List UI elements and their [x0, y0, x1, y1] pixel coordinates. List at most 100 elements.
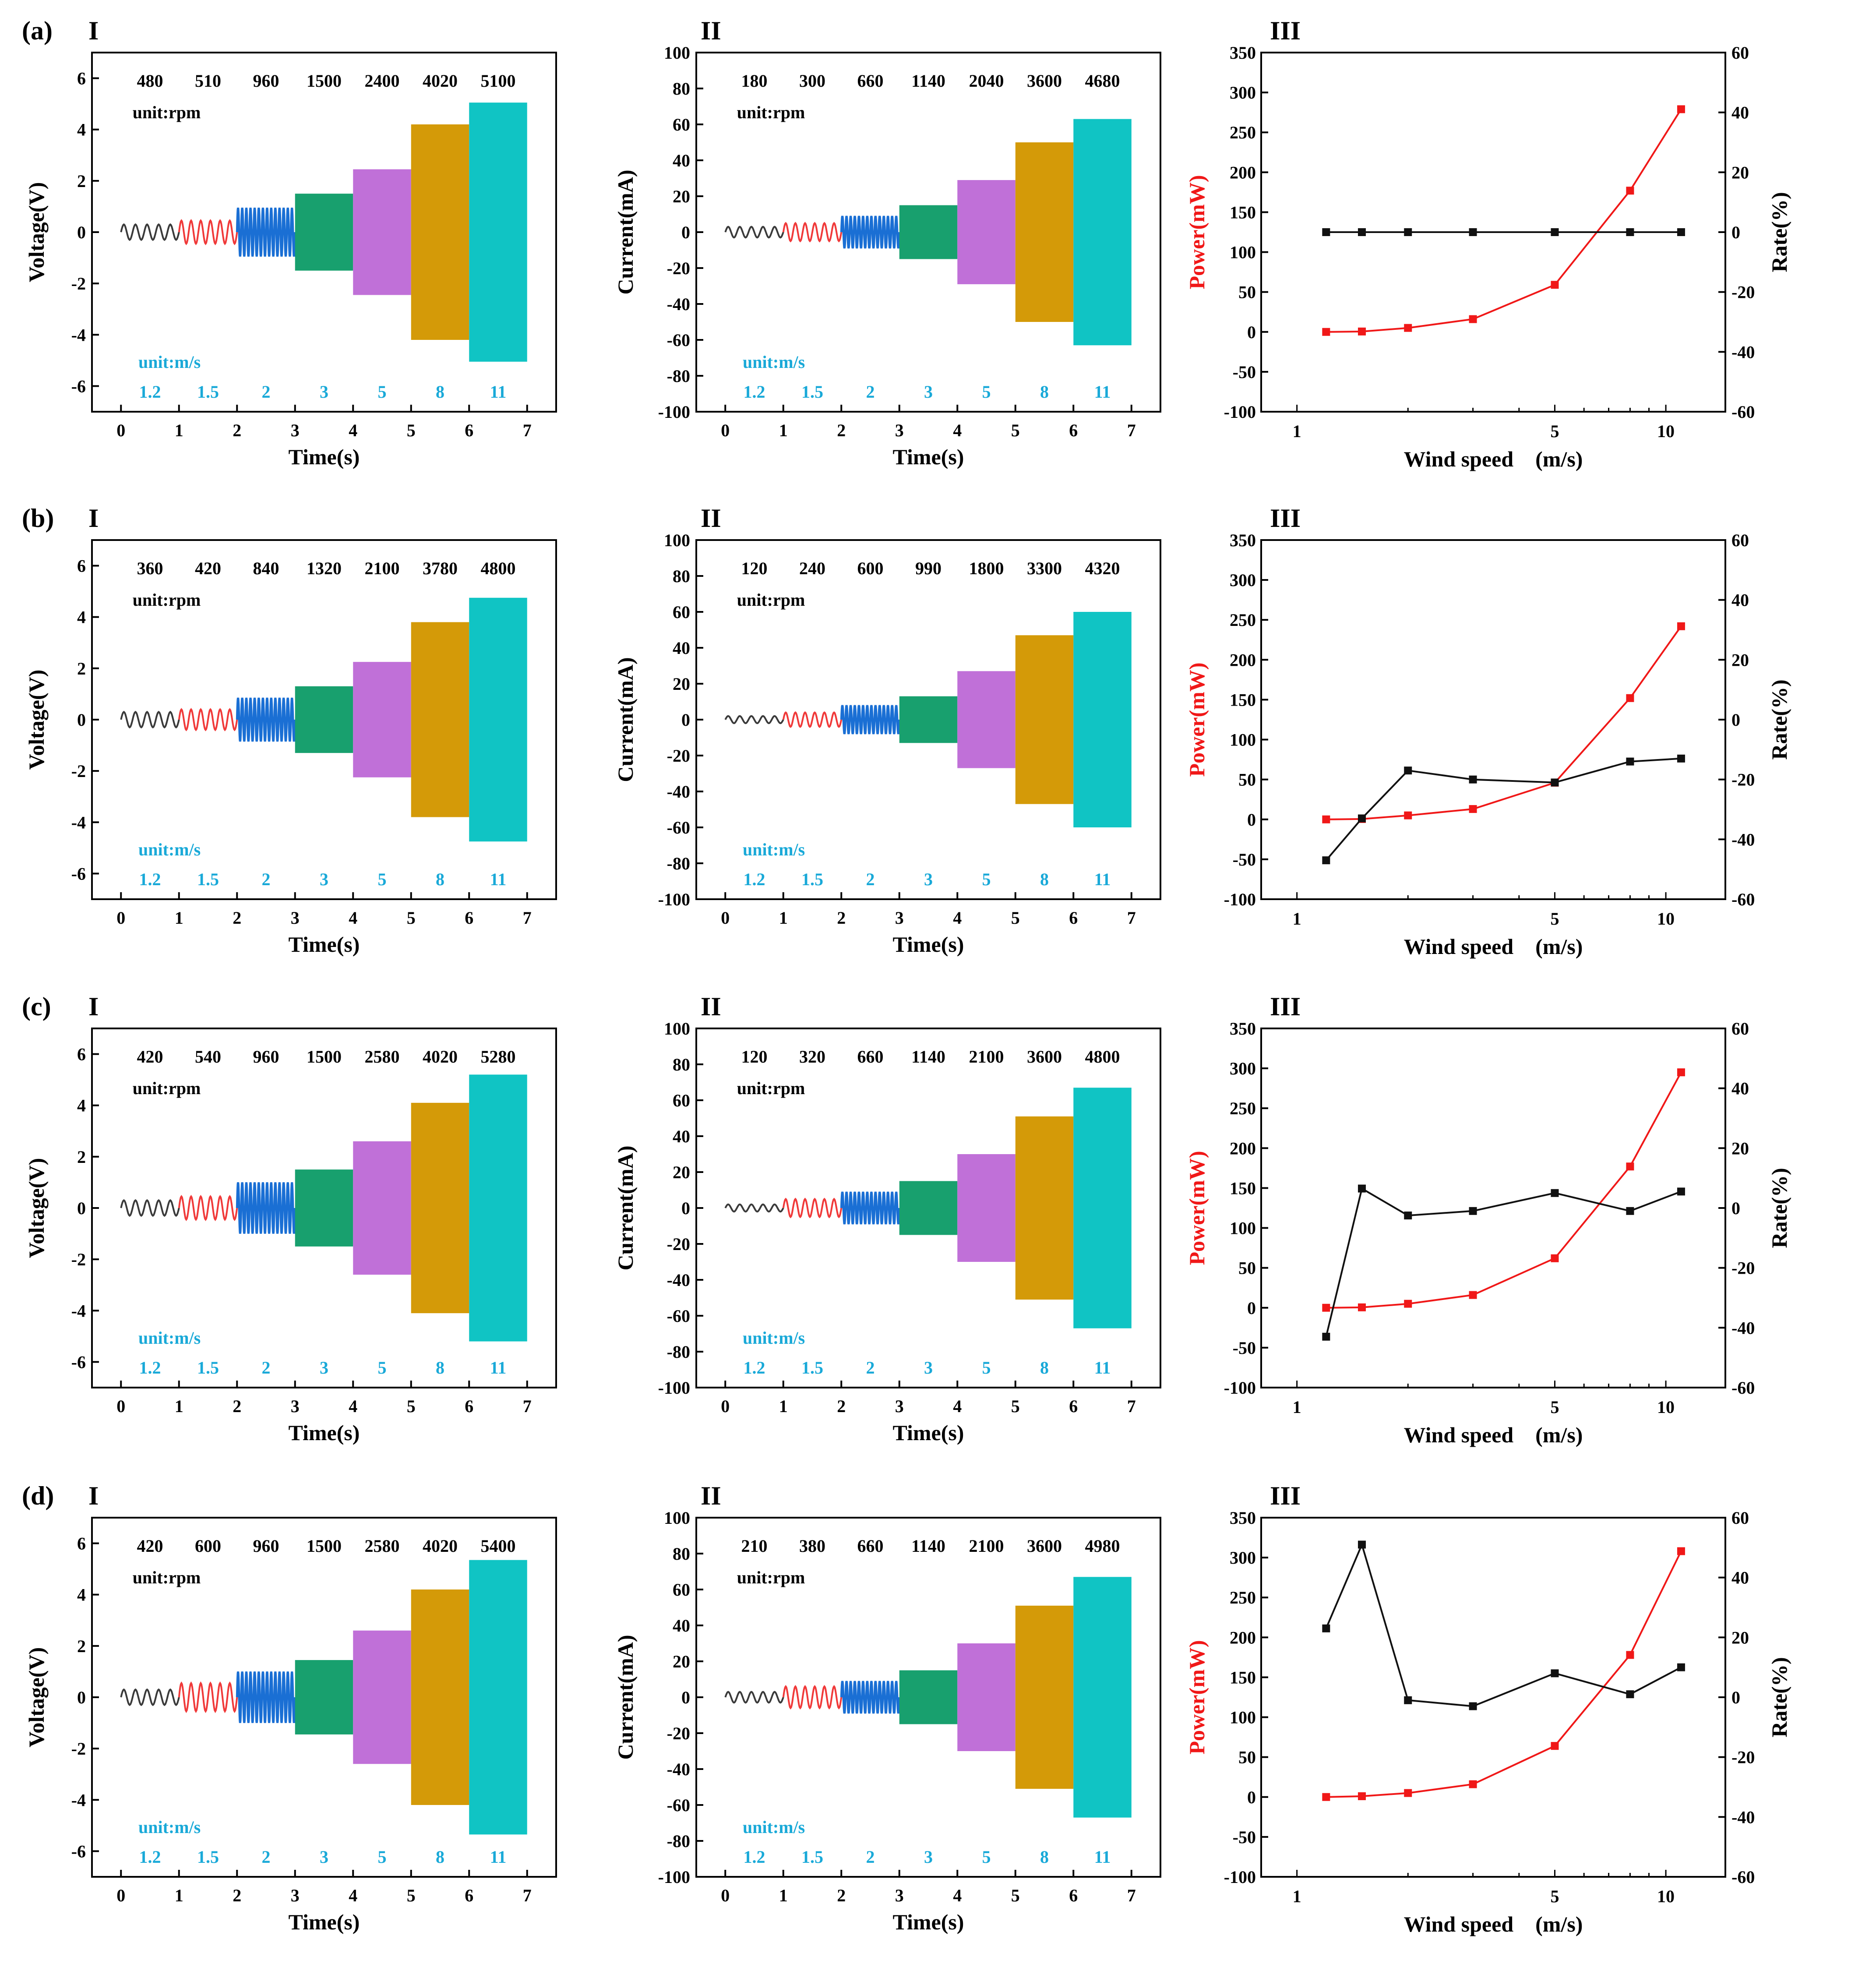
panel-label: II [701, 504, 721, 533]
speed-unit-label: unit:m/s [743, 1817, 805, 1837]
x-axis-title: Time(s) [289, 1420, 360, 1445]
panel-label: I [88, 16, 99, 45]
y2-axis-title: Rate(%) [1767, 1657, 1791, 1737]
y-tick-label: 60 [673, 115, 690, 134]
x-tick-label: 6 [465, 1396, 473, 1416]
rpm-label: 3300 [1027, 558, 1062, 578]
y-tick-label: 20 [673, 1652, 690, 1671]
signal-segment-8 [1015, 1605, 1074, 1789]
panel-label: III [1270, 1481, 1301, 1510]
y2-tick-label: -20 [1731, 1748, 1755, 1767]
x-axis-title: Time(s) [289, 445, 360, 469]
signal-segment-1.5 [782, 1197, 843, 1219]
panel-label: III [1270, 992, 1301, 1021]
data-point-power [1358, 327, 1366, 336]
y-tick-label: -40 [667, 782, 690, 802]
data-point-rate [1551, 778, 1559, 787]
y-axis-title: Current(mA) [613, 1635, 638, 1759]
y-tick-label: 20 [673, 1162, 690, 1182]
waveform-panel: 4201.25401.59602150032580540208528011uni… [24, 992, 557, 1445]
waveform-panel: 3601.24201.58402132032100537808480011uni… [24, 504, 557, 957]
signal-segment-8 [411, 622, 469, 817]
y-tick-label: -80 [667, 366, 690, 386]
rpm-label: 960 [253, 1047, 279, 1067]
rpm-label: 2100 [969, 1047, 1004, 1067]
rpm-label: 660 [857, 71, 884, 91]
y-tick-label: -80 [667, 1342, 690, 1362]
y-tick-label: 2 [77, 1636, 86, 1656]
signal-segment-2 [236, 1182, 296, 1234]
signal-segment-2 [840, 215, 901, 249]
rpm-label: 1140 [911, 1047, 945, 1067]
y2-axis-title: Rate(%) [1767, 192, 1791, 272]
data-point-rate [1469, 228, 1477, 236]
data-point-power [1626, 1651, 1634, 1659]
x-tick-label: 0 [721, 420, 730, 440]
y-tick-label: 200 [1230, 1138, 1256, 1158]
y-tick-label: 40 [673, 638, 690, 658]
x-tick-label: 1 [779, 1396, 788, 1416]
y2-tick-label: -40 [1731, 342, 1755, 362]
y-tick-label: 20 [673, 187, 690, 206]
speed-unit-label: unit:m/s [138, 840, 201, 859]
rpm-label: 660 [857, 1536, 884, 1556]
x-axis-title: Wind speed (m/s) [1404, 447, 1583, 471]
x-tick-label: 5 [1550, 1886, 1559, 1906]
x-tick-label: 1 [1293, 1397, 1301, 1417]
rpm-unit-label: unit:rpm [133, 1568, 201, 1587]
data-point-power [1551, 1742, 1559, 1750]
y-tick-label: 60 [673, 1091, 690, 1110]
y-tick-label: -100 [1224, 1867, 1256, 1887]
speed-label: 11 [1094, 869, 1111, 889]
y-tick-label: -6 [71, 864, 86, 883]
data-point-power [1322, 1303, 1330, 1312]
speed-label: 2 [866, 1358, 875, 1378]
speed-label: 3 [924, 382, 933, 402]
y-tick-label: -20 [667, 1234, 690, 1254]
data-point-rate [1677, 228, 1685, 236]
rpm-label: 660 [857, 1047, 884, 1067]
x-tick-label: 7 [523, 1396, 532, 1416]
y2-tick-label: -60 [1731, 1378, 1755, 1398]
signal-segment-3 [899, 696, 958, 743]
rpm-label: 5400 [481, 1536, 516, 1556]
speed-label: 8 [436, 1847, 444, 1867]
data-point-rate [1322, 228, 1330, 236]
data-point-power [1551, 281, 1559, 289]
speed-label: 1.2 [744, 382, 765, 402]
data-point-power [1404, 811, 1412, 819]
signal-segment-5 [957, 1643, 1016, 1751]
y-tick-label: 250 [1230, 123, 1256, 142]
speed-label: 1.2 [744, 1358, 765, 1378]
x-axis-title: Wind speed (m/s) [1404, 1912, 1583, 1936]
data-point-rate [1626, 757, 1634, 766]
speed-label: 8 [436, 1358, 444, 1378]
y-tick-label: -20 [667, 746, 690, 766]
y-tick-label: -100 [658, 1867, 690, 1887]
x-tick-label: 2 [837, 908, 846, 928]
y2-tick-label: -20 [1731, 283, 1755, 302]
y-tick-label: -4 [71, 812, 86, 832]
rpm-label: 3600 [1027, 1047, 1062, 1067]
y-tick-label: 300 [1230, 83, 1256, 102]
x-tick-label: 3 [291, 908, 300, 928]
x-tick-label: 5 [1550, 909, 1559, 929]
rpm-label: 420 [195, 558, 221, 578]
speed-label: 5 [982, 382, 991, 402]
x-tick-label: 3 [895, 908, 904, 928]
x-tick-label: 0 [116, 908, 125, 928]
y-tick-label: 0 [77, 1688, 86, 1707]
y-tick-label: 6 [77, 1534, 86, 1554]
data-point-power [1358, 1792, 1366, 1800]
x-tick-label: 7 [523, 420, 532, 440]
x-tick-label: 6 [1069, 1886, 1078, 1905]
y2-tick-label: -60 [1731, 402, 1755, 422]
x-axis-title: Time(s) [893, 1420, 964, 1445]
data-point-power [1322, 328, 1330, 336]
y-tick-label: 0 [77, 223, 86, 242]
signal-segment-1.5 [782, 222, 843, 243]
y-tick-label: -100 [658, 402, 690, 422]
rpm-label: 2400 [365, 71, 400, 91]
speed-label: 11 [1094, 382, 1111, 402]
y-tick-label: 350 [1230, 530, 1256, 550]
